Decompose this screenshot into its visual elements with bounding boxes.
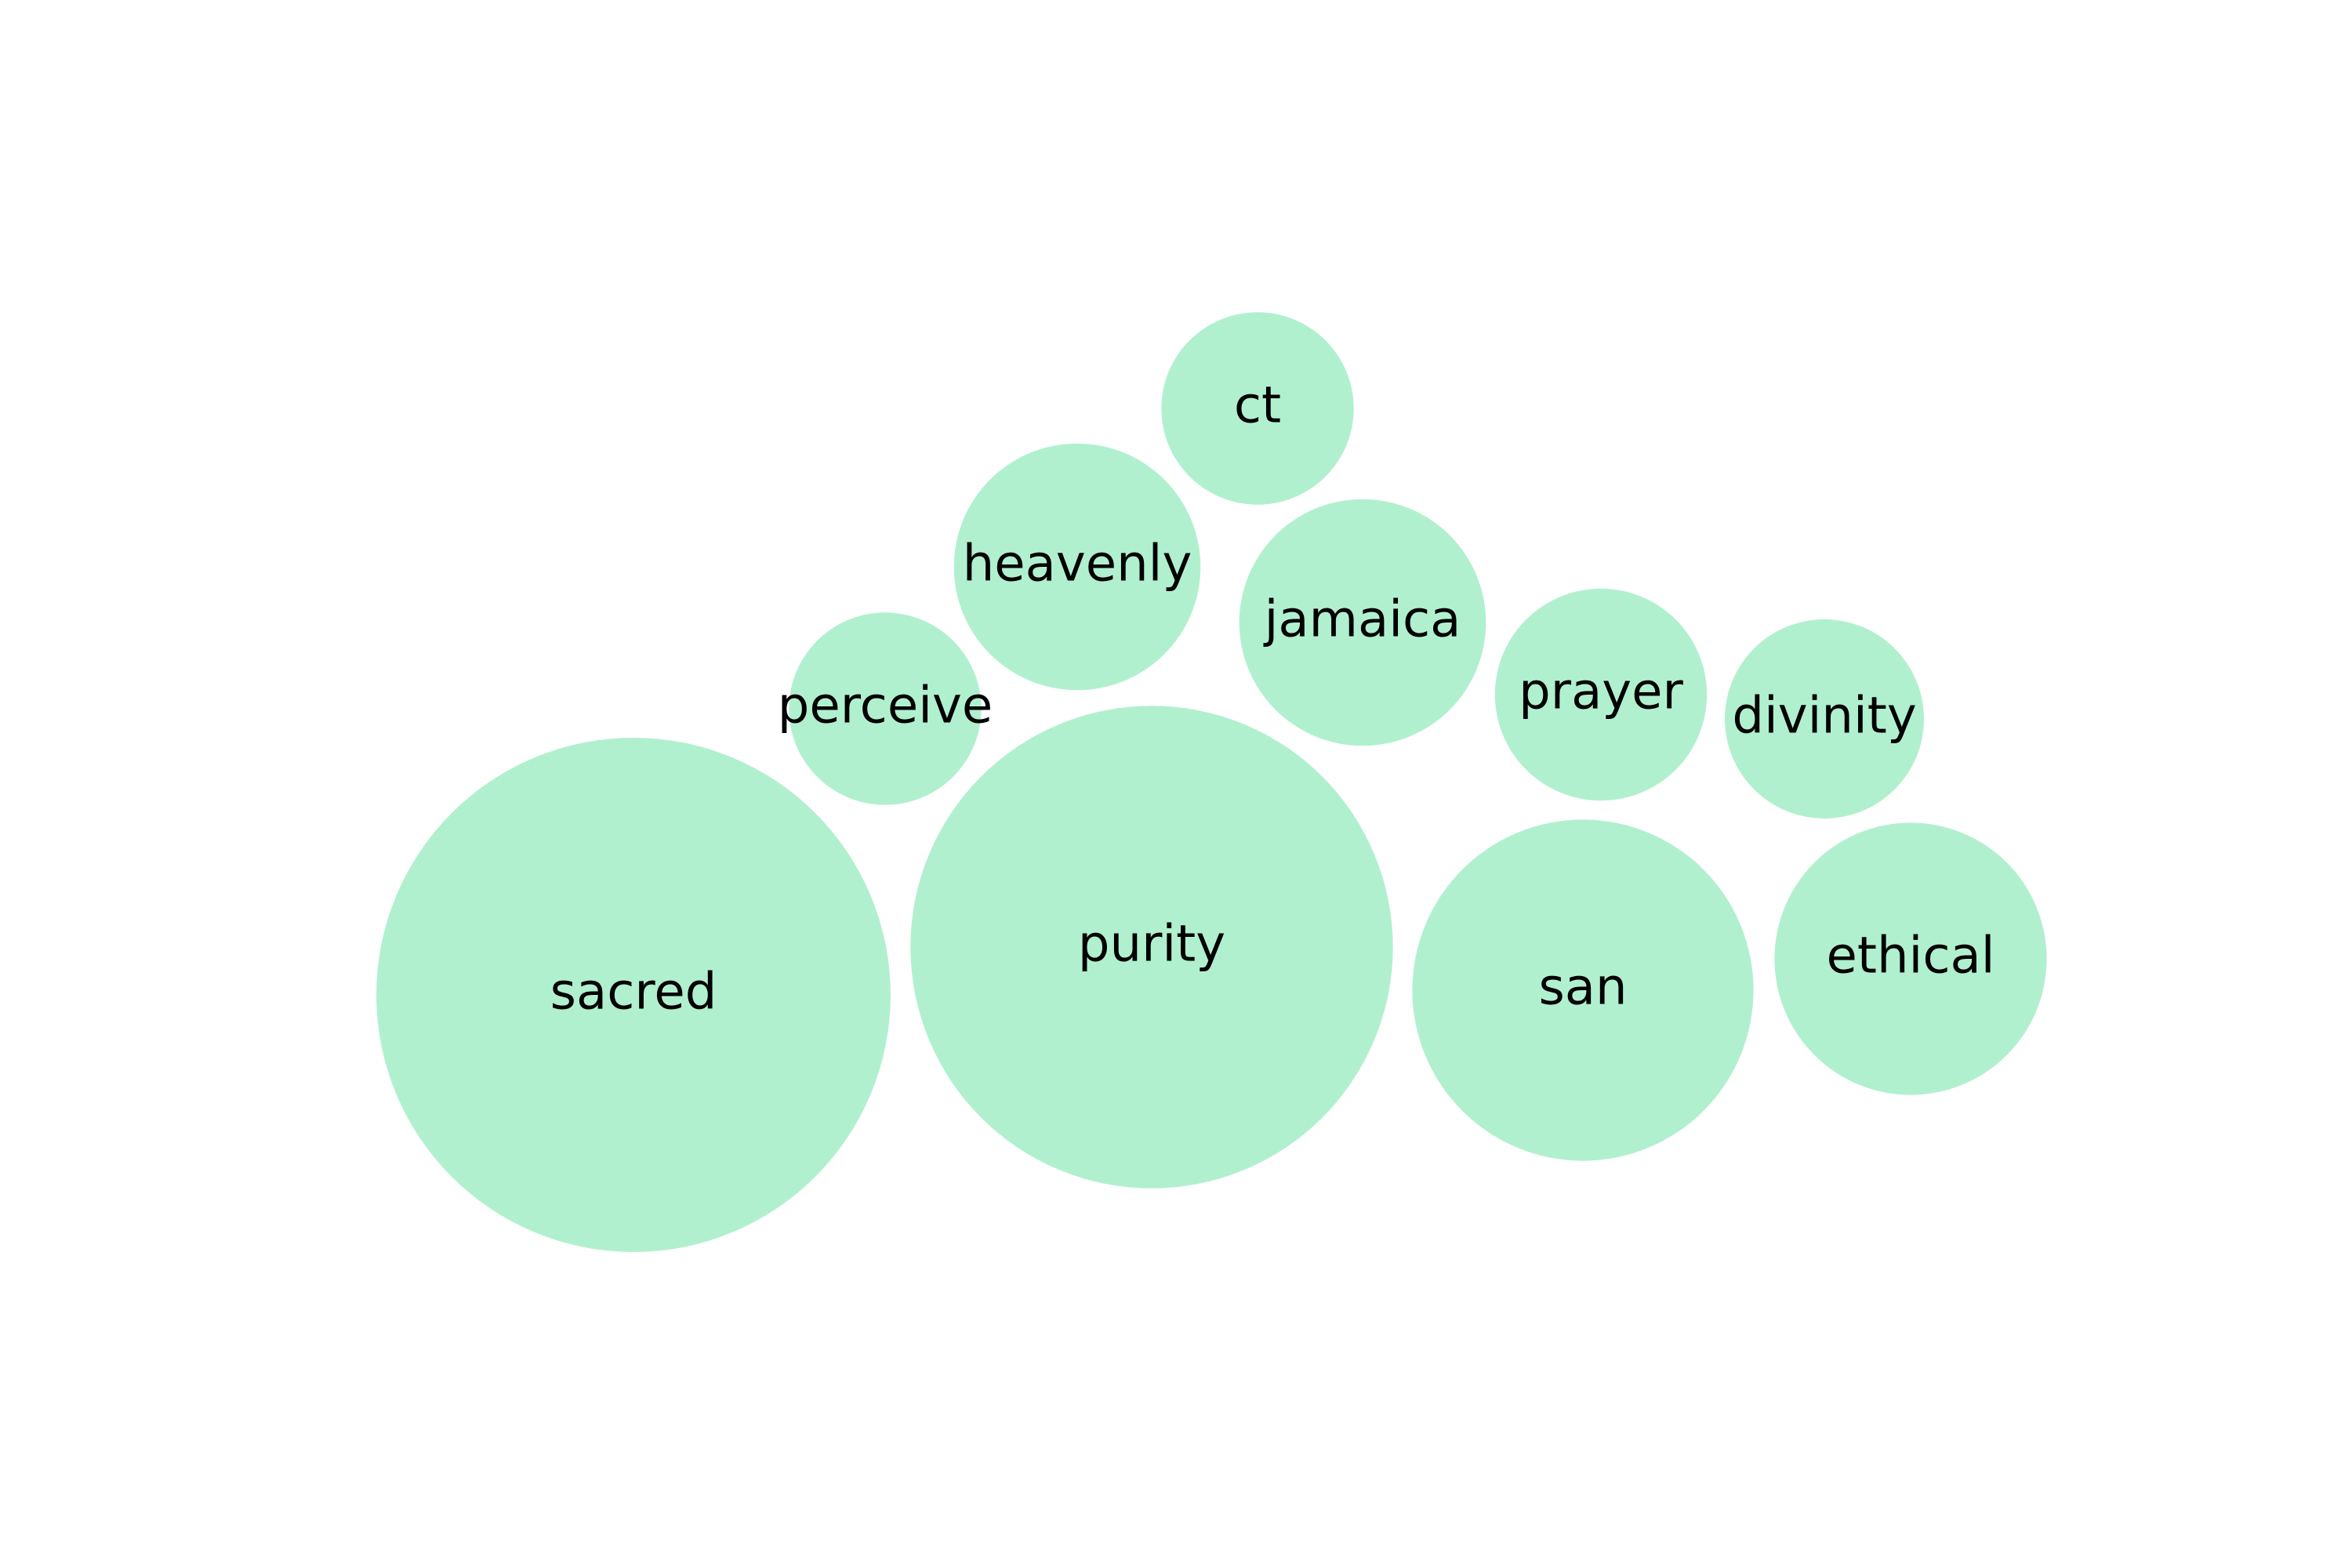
bubble-circle-heavenly <box>953 443 1201 691</box>
bubble-divinity: divinity <box>1725 619 1924 818</box>
bubble-label-divinity: divinity <box>1732 688 1916 746</box>
bubble-circle-purity <box>910 706 1393 1189</box>
bubble-label-san: san <box>1538 959 1627 1017</box>
bubble-prayer: prayer <box>1494 588 1708 801</box>
bubble-circle-sacred <box>376 738 891 1252</box>
bubble-label-ct: ct <box>1234 377 1281 435</box>
bubble-san: san <box>1412 819 1754 1161</box>
bubble-circle-ct <box>1161 312 1354 505</box>
bubble-sacred: sacred <box>376 738 891 1252</box>
bubble-label-heavenly: heavenly <box>963 535 1192 593</box>
bubble-label-prayer: prayer <box>1519 663 1683 721</box>
bubble-heavenly: heavenly <box>953 443 1201 691</box>
bubble-circle-divinity <box>1725 619 1924 818</box>
bubble-label-perceive: perceive <box>778 677 993 735</box>
bubble-label-ethical: ethical <box>1827 927 1995 985</box>
bubble-circle-prayer <box>1494 588 1708 801</box>
bubble-circle-ethical <box>1774 822 2047 1095</box>
bubble-ct: ct <box>1161 312 1354 505</box>
bubble-perceive: perceive <box>778 612 993 805</box>
bubble-label-sacred: sacred <box>550 964 717 1022</box>
bubble-circle-jamaica <box>1239 499 1486 746</box>
bubble-ethical: ethical <box>1774 822 2047 1095</box>
bubble-circle-perceive <box>789 612 982 805</box>
bubble-jamaica: jamaica <box>1239 499 1486 746</box>
bubble-label-jamaica: jamaica <box>1263 591 1461 649</box>
bubble-label-purity: purity <box>1078 916 1225 974</box>
bubble-circle-san <box>1412 819 1754 1161</box>
bubble-purity: purity <box>910 706 1393 1189</box>
